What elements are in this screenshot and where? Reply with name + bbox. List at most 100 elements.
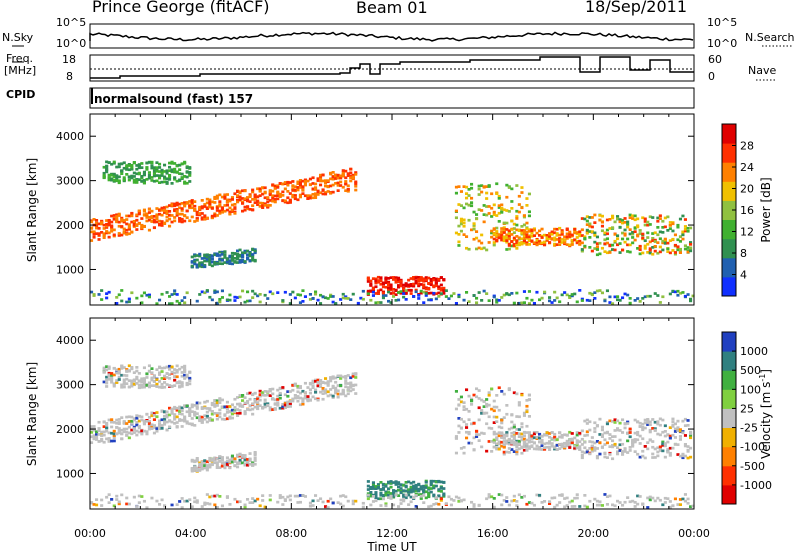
range-time-cell bbox=[132, 161, 136, 164]
range-time-cell bbox=[369, 491, 373, 494]
range-time-cell bbox=[160, 409, 164, 413]
range-time-cell bbox=[185, 291, 189, 295]
range-time-cell bbox=[308, 194, 312, 198]
colorbar-tick-label: 4 bbox=[740, 269, 747, 282]
range-time-cell bbox=[689, 243, 693, 246]
range-time-cell bbox=[183, 415, 187, 419]
freq-panel-frame bbox=[89, 54, 695, 82]
range-time-cell bbox=[515, 228, 519, 232]
range-time-cell bbox=[465, 407, 469, 411]
range-time-cell bbox=[205, 258, 209, 261]
range-time-cell bbox=[394, 289, 398, 292]
beam-title: Beam 01 bbox=[356, 0, 428, 17]
range-time-cell bbox=[663, 444, 667, 448]
nave-label: Nave bbox=[748, 64, 777, 77]
range-time-cell bbox=[127, 232, 131, 236]
range-time-cell bbox=[319, 379, 323, 383]
range-time-cell bbox=[150, 371, 154, 375]
range-time-cell bbox=[183, 201, 187, 204]
range-time-cell bbox=[228, 466, 232, 470]
range-time-cell bbox=[616, 237, 620, 241]
range-time-cell bbox=[522, 434, 526, 438]
range-time-cell bbox=[661, 449, 665, 453]
range-time-cell bbox=[225, 198, 229, 202]
range-time-cell bbox=[633, 218, 637, 222]
range-time-cell bbox=[676, 238, 680, 242]
range-time-cell bbox=[510, 420, 514, 424]
range-time-cell bbox=[268, 406, 272, 409]
range-time-cell bbox=[346, 189, 350, 193]
range-time-cell bbox=[485, 197, 489, 200]
range-time-cell bbox=[180, 202, 184, 205]
range-time-cell bbox=[205, 399, 209, 403]
range-time-cell bbox=[183, 296, 187, 299]
range-time-cell bbox=[298, 301, 302, 304]
range-time-cell bbox=[437, 494, 441, 498]
range-time-cell bbox=[246, 257, 250, 261]
range-time-cell bbox=[188, 371, 192, 374]
range-time-cell bbox=[608, 494, 612, 498]
freq-unit-label: [MHz] bbox=[4, 64, 37, 77]
range-time-cell bbox=[409, 481, 413, 485]
range-time-cell bbox=[399, 498, 403, 502]
range-time-cell bbox=[407, 278, 411, 282]
range-time-cell bbox=[540, 435, 544, 438]
range-time-cell bbox=[633, 501, 637, 504]
range-time-cell bbox=[319, 382, 323, 385]
range-time-cell bbox=[392, 489, 396, 492]
range-time-cell bbox=[246, 399, 250, 403]
range-time-cell bbox=[281, 190, 285, 194]
range-time-cell bbox=[507, 244, 511, 247]
range-time-cell bbox=[163, 170, 167, 173]
range-time-cell bbox=[132, 417, 136, 420]
range-time-cell bbox=[535, 436, 539, 439]
range-time-cell bbox=[500, 296, 504, 299]
range-time-cell bbox=[424, 496, 428, 500]
range-time-cell bbox=[525, 221, 529, 225]
range-time-cell bbox=[127, 431, 131, 435]
range-time-cell bbox=[457, 244, 461, 247]
range-time-cell bbox=[593, 430, 597, 433]
range-time-cell bbox=[643, 239, 647, 242]
range-time-cell bbox=[203, 503, 207, 506]
range-time-cell bbox=[412, 295, 416, 298]
range-time-cell bbox=[308, 183, 312, 186]
range-time-cell bbox=[590, 230, 594, 233]
range-time-cell bbox=[371, 290, 375, 294]
range-time-cell bbox=[145, 161, 149, 165]
range-time-cell bbox=[623, 500, 627, 504]
range-time-cell bbox=[155, 302, 159, 305]
range-time-cell bbox=[633, 227, 637, 230]
range-time-cell bbox=[185, 175, 189, 179]
range-time-cell bbox=[188, 382, 192, 386]
range-time-cell bbox=[387, 284, 391, 287]
range-time-cell bbox=[505, 228, 509, 231]
range-time-cell bbox=[598, 241, 602, 245]
range-time-cell bbox=[178, 202, 182, 206]
range-time-cell bbox=[314, 188, 318, 191]
range-time-cell bbox=[303, 183, 307, 187]
range-time-cell bbox=[389, 283, 393, 287]
range-time-cell bbox=[225, 408, 229, 411]
range-time-cell bbox=[668, 426, 672, 429]
range-time-cell bbox=[578, 243, 582, 246]
range-time-cell bbox=[550, 496, 554, 500]
range-time-cell bbox=[173, 162, 177, 165]
range-time-cell bbox=[590, 249, 594, 253]
range-time-cell bbox=[530, 229, 534, 233]
range-time-cell bbox=[505, 431, 509, 434]
range-time-cell bbox=[580, 249, 584, 253]
range-time-cell bbox=[583, 235, 587, 239]
range-time-cell bbox=[641, 437, 645, 441]
range-time-cell bbox=[276, 388, 280, 392]
range-time-cell bbox=[135, 414, 139, 417]
range-time-cell bbox=[120, 385, 124, 389]
range-time-cell bbox=[140, 217, 144, 220]
x-tick-label: 04:00 bbox=[175, 527, 207, 540]
range-time-cell bbox=[208, 465, 212, 469]
range-time-cell bbox=[155, 220, 159, 224]
range-time-cell bbox=[107, 221, 111, 225]
range-time-cell bbox=[442, 289, 446, 292]
range-time-cell bbox=[548, 299, 552, 303]
range-time-cell bbox=[527, 447, 531, 450]
